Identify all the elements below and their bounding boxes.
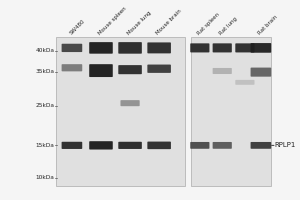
FancyBboxPatch shape bbox=[118, 65, 142, 74]
FancyBboxPatch shape bbox=[190, 43, 209, 52]
FancyBboxPatch shape bbox=[61, 142, 82, 149]
Text: 40kDa: 40kDa bbox=[35, 48, 55, 53]
FancyBboxPatch shape bbox=[89, 64, 113, 77]
FancyBboxPatch shape bbox=[213, 142, 232, 149]
Bar bbox=[191, 37, 271, 186]
FancyBboxPatch shape bbox=[190, 142, 209, 149]
FancyBboxPatch shape bbox=[235, 80, 254, 85]
Text: Mouse lung: Mouse lung bbox=[127, 10, 152, 36]
FancyBboxPatch shape bbox=[147, 142, 171, 149]
Text: SW480: SW480 bbox=[68, 18, 86, 36]
Bar bbox=[56, 37, 185, 186]
Text: Rat lung: Rat lung bbox=[219, 16, 238, 36]
FancyBboxPatch shape bbox=[89, 141, 113, 150]
Text: 35kDa: 35kDa bbox=[35, 69, 55, 74]
FancyBboxPatch shape bbox=[250, 68, 271, 77]
Text: 25kDa: 25kDa bbox=[35, 103, 55, 108]
FancyBboxPatch shape bbox=[121, 100, 140, 106]
Text: RPLP1: RPLP1 bbox=[274, 142, 296, 148]
FancyBboxPatch shape bbox=[118, 42, 142, 54]
Text: 10kDa: 10kDa bbox=[36, 175, 55, 180]
FancyBboxPatch shape bbox=[61, 44, 82, 52]
Text: Rat spleen: Rat spleen bbox=[196, 11, 220, 36]
FancyBboxPatch shape bbox=[89, 42, 113, 54]
Text: Rat brain: Rat brain bbox=[257, 14, 279, 36]
FancyBboxPatch shape bbox=[213, 68, 232, 74]
FancyBboxPatch shape bbox=[213, 43, 232, 52]
FancyBboxPatch shape bbox=[147, 65, 171, 73]
FancyBboxPatch shape bbox=[118, 142, 142, 149]
FancyBboxPatch shape bbox=[147, 42, 171, 53]
FancyBboxPatch shape bbox=[250, 142, 271, 149]
Text: Mouse spleen: Mouse spleen bbox=[98, 5, 128, 36]
FancyBboxPatch shape bbox=[250, 43, 271, 53]
FancyBboxPatch shape bbox=[61, 64, 82, 71]
FancyBboxPatch shape bbox=[235, 43, 254, 52]
Text: Mouse brain: Mouse brain bbox=[156, 8, 183, 36]
Text: 15kDa: 15kDa bbox=[36, 143, 55, 148]
